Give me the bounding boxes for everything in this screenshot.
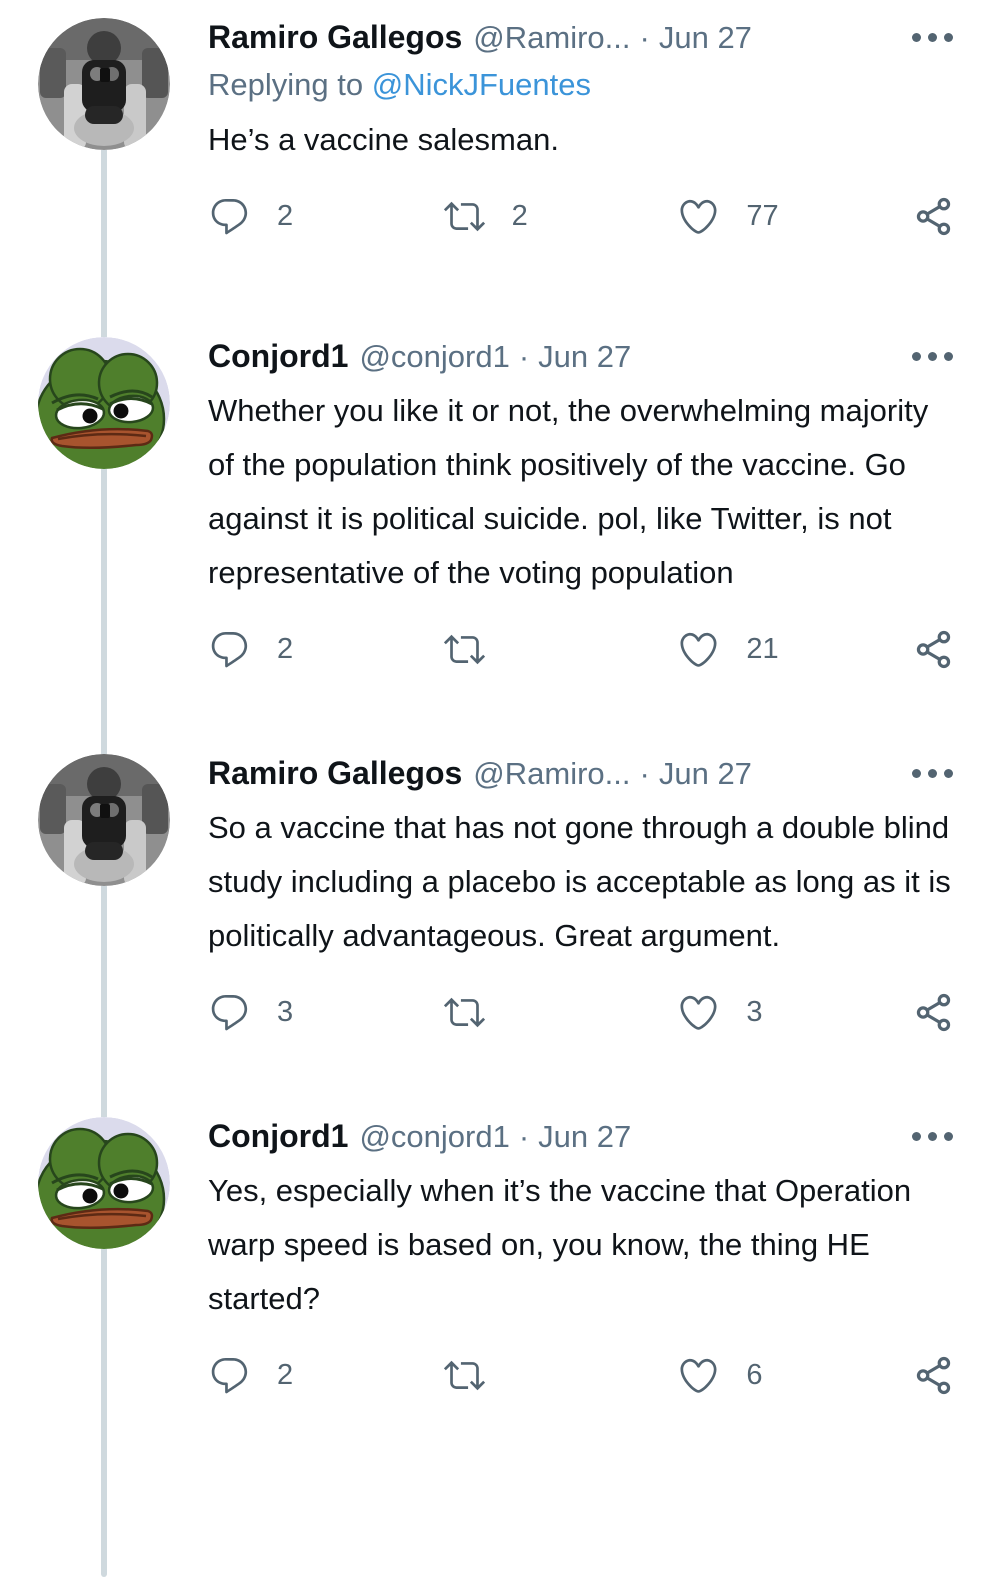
heart-icon	[677, 628, 720, 671]
reply-icon	[208, 991, 251, 1034]
author-name[interactable]: Conjord1	[208, 338, 349, 374]
tweet-text: Yes, especially when it’s the vaccine th…	[208, 1173, 912, 1316]
mention-link[interactable]: @NickJFuentes	[371, 67, 591, 102]
author-handle[interactable]: @conjord1	[359, 1119, 510, 1154]
header-separator: ·	[518, 1119, 530, 1154]
reply-count: 2	[277, 1358, 294, 1391]
header-separator: ·	[518, 339, 530, 374]
tweet[interactable]: Ramiro Gallegos @Ramiro... · Jun 27 Repl…	[0, 0, 999, 319]
like-count: 77	[746, 199, 779, 232]
retweet-button[interactable]: 2	[443, 195, 678, 238]
like-button[interactable]: 3	[677, 991, 912, 1034]
reply-button[interactable]: 2	[208, 195, 443, 238]
author-name[interactable]: Ramiro Gallegos	[208, 19, 463, 55]
retweet-count: 2	[511, 199, 528, 232]
share-icon	[912, 991, 955, 1034]
reply-button[interactable]: 2	[208, 1354, 443, 1397]
like-count: 3	[746, 995, 763, 1028]
replying-prefix: Replying to	[208, 67, 364, 102]
like-button[interactable]: 6	[677, 1354, 912, 1397]
more-options-icon[interactable]	[910, 765, 955, 782]
heart-icon	[677, 195, 720, 238]
tweet[interactable]: Ramiro Gallegos @Ramiro... · Jun 27 So a…	[0, 736, 999, 1099]
like-count: 21	[746, 632, 779, 665]
retweet-button[interactable]	[443, 991, 678, 1034]
replying-to-row: Replying to @NickJFuentes	[208, 61, 955, 109]
reply-icon	[208, 628, 251, 671]
reply-count: 2	[277, 632, 294, 665]
more-options-icon[interactable]	[910, 1128, 955, 1145]
avatar[interactable]	[38, 1117, 170, 1249]
tweet-text: So a vaccine that has not gone through a…	[208, 810, 951, 953]
like-count: 6	[746, 1358, 763, 1391]
like-button[interactable]: 21	[677, 628, 912, 671]
share-icon	[912, 195, 955, 238]
tweet-header: Conjord1 @conjord1 · Jun 27	[208, 1113, 955, 1160]
retweet-icon	[443, 991, 486, 1034]
share-icon	[912, 628, 955, 671]
header-separator: ·	[639, 20, 650, 55]
share-button[interactable]	[912, 195, 955, 238]
avatar[interactable]	[38, 754, 170, 886]
retweet-icon	[443, 195, 486, 238]
retweet-button[interactable]	[443, 1354, 678, 1397]
tweet-header: Ramiro Gallegos @Ramiro... · Jun 27	[208, 750, 955, 797]
tweet[interactable]: Conjord1 @conjord1 · Jun 27 Yes, especia…	[0, 1099, 999, 1430]
action-bar: 2 21	[208, 624, 955, 674]
avatar[interactable]	[38, 337, 170, 469]
tweet-text: Whether you like it or not, the overwhel…	[208, 393, 929, 590]
like-button[interactable]: 77	[677, 195, 912, 238]
author-handle[interactable]: @Ramiro...	[473, 756, 631, 791]
reply-button[interactable]: 3	[208, 991, 443, 1034]
timestamp[interactable]: Jun 27	[538, 339, 632, 374]
tweet[interactable]: Conjord1 @conjord1 · Jun 27 Whether you …	[0, 319, 999, 736]
reply-icon	[208, 1354, 251, 1397]
timestamp[interactable]: Jun 27	[658, 756, 752, 791]
avatar[interactable]	[38, 18, 170, 150]
tweet-text: He’s a vaccine salesman.	[208, 122, 559, 157]
timestamp[interactable]: Jun 27	[658, 20, 752, 55]
reply-count: 3	[277, 995, 294, 1028]
header-separator: ·	[639, 756, 650, 791]
action-bar: 3 3	[208, 987, 955, 1037]
author-handle[interactable]: @Ramiro...	[473, 20, 631, 55]
share-icon	[912, 1354, 955, 1397]
heart-icon	[677, 991, 720, 1034]
action-bar: 2 2 77	[208, 191, 955, 241]
tweet-header: Conjord1 @conjord1 · Jun 27	[208, 333, 955, 380]
reply-button[interactable]: 2	[208, 628, 443, 671]
more-options-icon[interactable]	[910, 348, 955, 365]
reply-count: 2	[277, 199, 294, 232]
more-options-icon[interactable]	[910, 29, 955, 46]
share-button[interactable]	[912, 628, 955, 671]
share-button[interactable]	[912, 1354, 955, 1397]
retweet-icon	[443, 1354, 486, 1397]
share-button[interactable]	[912, 991, 955, 1034]
tweet-header: Ramiro Gallegos @Ramiro... · Jun 27	[208, 14, 955, 61]
reply-icon	[208, 195, 251, 238]
heart-icon	[677, 1354, 720, 1397]
author-handle[interactable]: @conjord1	[359, 339, 510, 374]
action-bar: 2 6	[208, 1350, 955, 1400]
retweet-icon	[443, 628, 486, 671]
timestamp[interactable]: Jun 27	[538, 1119, 632, 1154]
author-name[interactable]: Conjord1	[208, 1118, 349, 1154]
author-name[interactable]: Ramiro Gallegos	[208, 755, 463, 791]
retweet-button[interactable]	[443, 628, 678, 671]
